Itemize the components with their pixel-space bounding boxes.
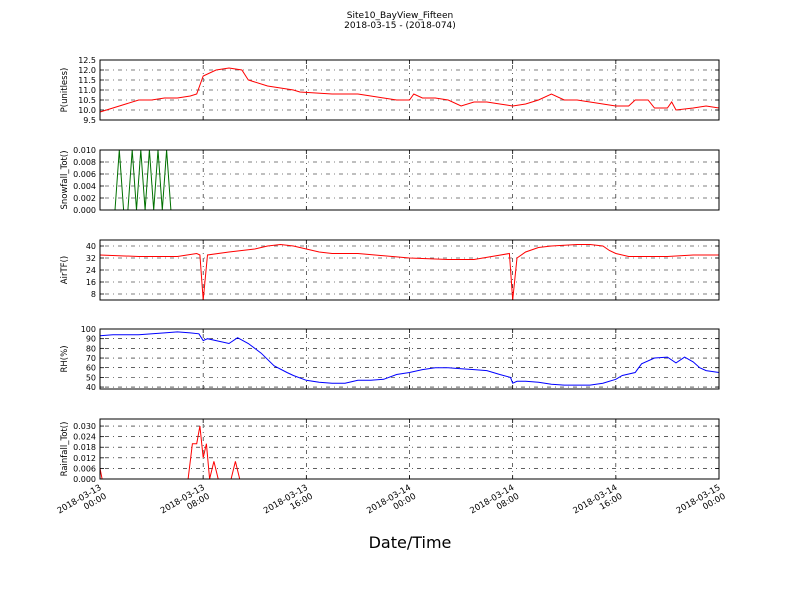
x-tick-label: 2018-03-1300:00 — [56, 483, 109, 525]
x-axis-label: Date/Time — [368, 533, 452, 552]
y-tick-label: 32 — [86, 254, 96, 263]
panel-3: 8 16 24 32 40 AirTF() — [60, 239, 720, 301]
chart-title: Site10_BayView_Fifteen — [346, 11, 454, 21]
y-axis-label: Snowfall_Tot() — [60, 150, 70, 209]
y-tick-label: 0.024 — [73, 433, 96, 442]
y-tick-label: 0.000 — [73, 206, 96, 215]
y-tick-label: 100 — [81, 325, 96, 334]
y-tick-label: 11.0 — [78, 86, 96, 95]
y-tick-label: 0.012 — [73, 454, 96, 463]
y-axis-label: Rainfall_Tot() — [60, 422, 70, 477]
panel-1: 9.510.010.511.011.512.012.5 P(unitless) — [60, 56, 720, 125]
series-line-3 — [99, 243, 719, 301]
y-tick-label: 0.006 — [73, 464, 96, 473]
y-axis-label: P(unitless) — [60, 68, 70, 113]
y-tick-label: 0.002 — [73, 194, 96, 203]
x-tick-label: 2018-03-1500:00 — [675, 483, 728, 525]
panel-2: 0.000 0.002 0.004 0.006 0.008 0.010Snowfall_T… — [60, 146, 720, 215]
y-tick-label: 0.004 — [73, 182, 96, 191]
y-tick-label: 0.000 — [73, 475, 96, 484]
y-tick-label: 12.5 — [78, 56, 96, 65]
y-tick-label: 60 — [86, 364, 96, 373]
y-tick-label: 16 — [86, 278, 96, 287]
y-tick-label: 40 — [86, 383, 96, 392]
y-tick-label: 10.5 — [78, 96, 96, 105]
y-tick-label: 0.018 — [73, 443, 96, 452]
y-tick-label: 90 — [86, 335, 96, 344]
axes-frame — [99, 59, 720, 121]
y-tick-label: 0.010 — [73, 146, 96, 155]
y-tick-label: 80 — [86, 344, 96, 353]
series-line-2 — [100, 149, 719, 211]
series-line-4 — [99, 331, 720, 386]
y-tick-label: 40 — [86, 242, 96, 251]
y-tick-label: 9.5 — [83, 116, 96, 125]
x-tick-label: 2018-03-1308:00 — [159, 483, 212, 525]
y-tick-label: 24 — [86, 266, 96, 275]
y-tick-label: 0.006 — [73, 170, 96, 179]
y-tick-label: 50 — [86, 373, 96, 382]
x-tick-label: 2018-03-1400:00 — [365, 483, 418, 525]
axes-frame — [99, 328, 720, 390]
y-axis-label: RH(%) — [60, 345, 70, 372]
y-tick-label: 10.0 — [78, 106, 96, 115]
chart-subtitle: 2018-03-15 - (2018-074) — [344, 21, 456, 31]
y-tick-label: 8 — [91, 290, 96, 299]
x-tick-label: 2018-03-1416:00 — [572, 483, 625, 525]
axes-frame — [99, 239, 720, 301]
y-tick-label: 70 — [86, 354, 96, 363]
axes-frame — [99, 418, 720, 480]
axes-frame — [99, 149, 720, 211]
series-line-5 — [99, 426, 719, 480]
x-tick-label: 2018-03-1316:00 — [262, 483, 315, 525]
y-tick-label: 0.030 — [73, 422, 96, 431]
series-line-1 — [99, 67, 720, 113]
y-tick-label: 11.5 — [78, 76, 96, 85]
y-axis-label: AirTF() — [60, 256, 70, 284]
y-tick-label: 0.008 — [73, 158, 96, 167]
y-tick-label: 12.0 — [78, 66, 96, 75]
x-tick-label: 2018-03-1408:00 — [468, 483, 521, 525]
